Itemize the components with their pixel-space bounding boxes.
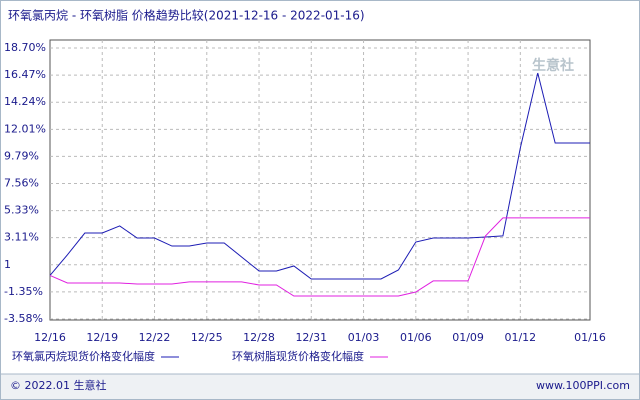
x-tick-label: 01/12 (504, 331, 536, 344)
y-tick-label: 16.47% (4, 68, 46, 81)
y-tick-label: -3.58% (4, 312, 43, 325)
y-tick-label: 14.24% (4, 95, 46, 108)
footer-left: © 2022.01 生意社 (10, 378, 106, 392)
x-tick-label: 12/16 (34, 331, 66, 344)
y-tick-label: 5.33% (4, 204, 39, 217)
y-tick-label: 3.11% (4, 231, 39, 244)
y-tick-label: 9.79% (4, 149, 39, 162)
watermark: 生意社 (532, 57, 574, 74)
legend-label: 环氧氯丙烷现货价格变化幅度 (12, 349, 155, 363)
y-tick-label: 12.01% (4, 122, 46, 135)
x-tick-label: 12/25 (191, 331, 223, 344)
x-tick-label: 12/22 (139, 331, 171, 344)
x-tick-label: 12/28 (243, 331, 275, 344)
x-tick-label: 12/31 (295, 331, 327, 344)
x-tick-label: 01/03 (348, 331, 380, 344)
chart-title: 环氧氯丙烷 - 环氧树脂 价格趋势比较(2021-12-16 - 2022-01… (8, 8, 365, 23)
plot-frame (49, 39, 591, 321)
x-tick-label: 12/19 (86, 331, 118, 344)
y-tick-label: 1 (4, 258, 11, 271)
x-tick-label: 01/16 (574, 331, 606, 344)
footer-bar (1, 374, 639, 399)
footer-right: www.100PPI.com (536, 379, 630, 392)
y-tick-label: 18.70% (4, 41, 46, 54)
x-tick-label: 01/06 (400, 331, 432, 344)
y-tick-label: 7.56% (4, 177, 39, 190)
legend-label: 环氧树脂现货价格变化幅度 (232, 349, 364, 363)
series-line (49, 72, 590, 280)
x-tick-label: 01/09 (452, 331, 484, 344)
series-line (49, 217, 590, 297)
y-tick-label: -1.35% (4, 285, 43, 298)
